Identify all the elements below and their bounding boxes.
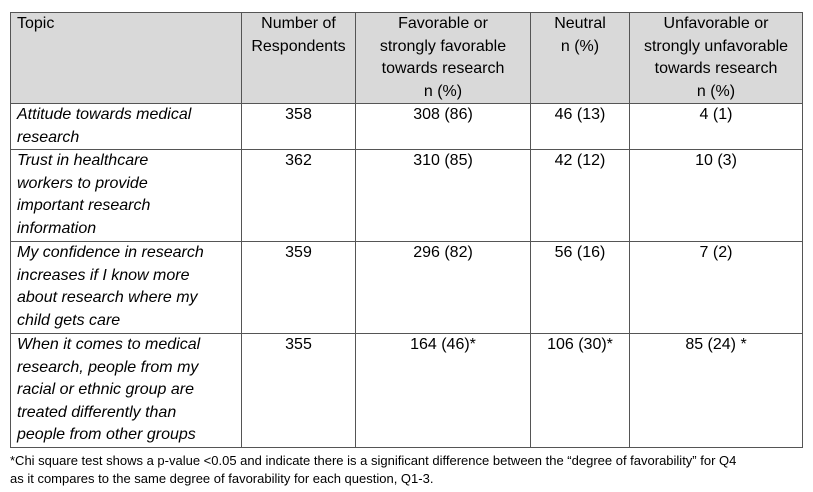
respondents-cell: 355 <box>241 333 356 448</box>
footnote-line: *Chi square test shows a p-value <0.05 a… <box>10 453 737 468</box>
header-topic: Topic <box>10 12 242 104</box>
favorable-cell: 296 (82) <box>355 241 531 334</box>
topic-line: Trust in healthcare <box>17 152 149 169</box>
topic-line: workers to provide <box>17 174 148 192</box>
topic-line: treated differently than <box>17 403 177 421</box>
topic-line: When it comes to medical <box>17 336 201 353</box>
header-line: n (%) <box>696 82 736 100</box>
topic-line: increases if I know more <box>17 266 190 284</box>
topic-line: about research where my <box>17 289 198 306</box>
table-row: My confidence in research increases if I… <box>10 241 803 334</box>
footnote-line: as it compares to the same degree of fav… <box>10 471 434 486</box>
topic-cell: My confidence in research increases if I… <box>10 241 242 334</box>
header-line: n (%) <box>560 37 600 55</box>
header-line: strongly favorable <box>379 37 507 55</box>
header-line: n (%) <box>423 82 463 100</box>
table-footnote: *Chi square test shows a p-value <0.05 a… <box>10 452 805 488</box>
respondents-cell: 359 <box>241 241 356 334</box>
header-unfavorable: Unfavorable or strongly unfavorable towa… <box>629 12 803 104</box>
unfavorable-cell: 4 (1) <box>629 103 803 150</box>
topic-line: My confidence in research <box>17 244 204 261</box>
header-line: Respondents <box>251 37 346 55</box>
topic-line: Attitude towards medical <box>17 106 192 123</box>
topic-line: research <box>17 128 80 146</box>
table-row: Trust in healthcare workers to provide i… <box>10 149 803 242</box>
header-line: Topic <box>17 15 55 32</box>
table-header-row: Topic Number of Respondents Favorable or… <box>10 12 803 104</box>
topic-line: important research <box>17 197 151 214</box>
neutral-cell: 56 (16) <box>530 241 630 334</box>
topic-cell: When it comes to medical research, peopl… <box>10 333 242 448</box>
topic-line: research, people from my <box>17 358 199 376</box>
favorable-cell: 164 (46)* <box>355 333 531 448</box>
topic-line: racial or ethnic group are <box>17 381 194 398</box>
header-line: Unfavorable or <box>663 15 769 32</box>
favorable-cell: 308 (86) <box>355 103 531 150</box>
unfavorable-cell: 10 (3) <box>629 149 803 242</box>
header-favorable: Favorable or strongly favorable towards … <box>355 12 531 104</box>
topic-line: information <box>17 219 97 237</box>
neutral-cell: 42 (12) <box>530 149 630 242</box>
topic-cell: Attitude towards medical research <box>10 103 242 150</box>
unfavorable-cell: 85 (24) * <box>629 333 803 448</box>
topic-line: people from other groups <box>17 426 196 443</box>
neutral-cell: 106 (30)* <box>530 333 630 448</box>
header-neutral: Neutral n (%) <box>530 12 630 104</box>
header-line: Favorable or <box>398 15 488 32</box>
favorable-cell: 310 (85) <box>355 149 531 242</box>
table-row: Attitude towards medical research 358 30… <box>10 103 803 150</box>
survey-results-table: Topic Number of Respondents Favorable or… <box>10 12 803 448</box>
header-line: towards research <box>381 60 505 77</box>
topic-cell: Trust in healthcare workers to provide i… <box>10 149 242 242</box>
respondents-cell: 358 <box>241 103 356 150</box>
header-respondents: Number of Respondents <box>241 12 356 104</box>
neutral-cell: 46 (13) <box>530 103 630 150</box>
table-row: When it comes to medical research, peopl… <box>10 333 803 448</box>
header-line: strongly unfavorable <box>643 37 789 55</box>
topic-line: child gets care <box>17 311 121 329</box>
header-line: towards research <box>654 60 778 77</box>
unfavorable-cell: 7 (2) <box>629 241 803 334</box>
header-line: Number of <box>261 15 336 32</box>
respondents-cell: 362 <box>241 149 356 242</box>
header-line: Neutral <box>554 15 606 32</box>
